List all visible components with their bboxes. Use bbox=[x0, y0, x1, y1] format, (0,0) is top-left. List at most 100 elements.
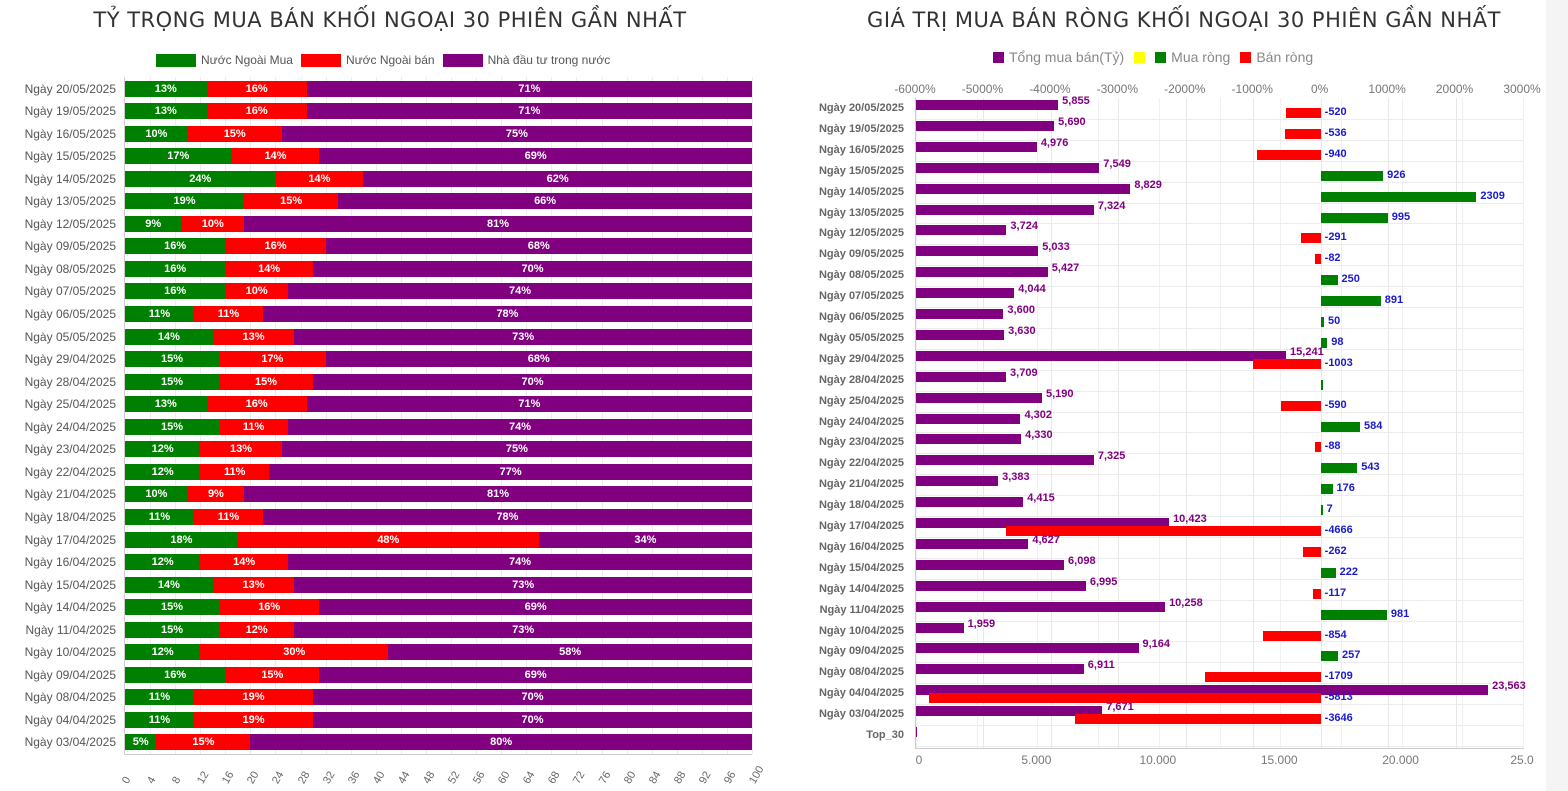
bar-segment-domestic[interactable]: 70% bbox=[313, 711, 752, 728]
bar-net-buy[interactable] bbox=[1320, 651, 1338, 662]
bar-total-value[interactable] bbox=[916, 288, 1015, 299]
bar-total-value[interactable] bbox=[916, 622, 964, 633]
bar-segment-foreign-buy[interactable]: 11% bbox=[125, 711, 194, 728]
bar-segment-domestic[interactable]: 34% bbox=[538, 531, 752, 548]
bar-net-sell[interactable] bbox=[1301, 233, 1321, 244]
bar-segment-foreign-buy[interactable]: 12% bbox=[125, 463, 201, 480]
bar-total-value[interactable] bbox=[916, 685, 1489, 696]
stacked-bar-row[interactable]: 13% 16% 71% bbox=[125, 396, 752, 413]
stacked-bar-row[interactable]: 16% 16% 68% bbox=[125, 238, 752, 255]
bar-segment-foreign-sell[interactable]: 10% bbox=[225, 283, 288, 300]
bar-segment-foreign-sell[interactable]: 16% bbox=[219, 599, 320, 616]
bar-segment-foreign-sell[interactable]: 9% bbox=[187, 486, 245, 503]
bar-segment-foreign-buy[interactable]: 18% bbox=[125, 531, 238, 548]
bar-segment-domestic[interactable]: 71% bbox=[306, 396, 752, 413]
bar-segment-foreign-sell[interactable]: 16% bbox=[206, 103, 307, 120]
stacked-bar-row[interactable]: 17% 14% 69% bbox=[125, 148, 752, 165]
bar-segment-domestic[interactable]: 77% bbox=[269, 463, 752, 480]
bar-net-sell[interactable] bbox=[1074, 714, 1321, 725]
stacked-bar-row[interactable]: 15% 11% 74% bbox=[125, 418, 752, 435]
bar-segment-foreign-buy[interactable]: 12% bbox=[125, 554, 201, 571]
bar-segment-foreign-sell[interactable]: 10% bbox=[181, 215, 245, 232]
bar-net-buy[interactable] bbox=[1320, 212, 1388, 223]
bar-segment-foreign-sell[interactable]: 13% bbox=[200, 441, 282, 458]
bar-segment-foreign-buy[interactable]: 24% bbox=[125, 170, 276, 187]
legend-item-foreign-sell[interactable]: Nước Ngoài bán bbox=[300, 53, 435, 67]
bar-segment-foreign-buy[interactable]: 15% bbox=[125, 351, 220, 368]
stacked-bar-row[interactable]: 14% 13% 73% bbox=[125, 576, 752, 593]
bar-segment-foreign-sell[interactable]: 15% bbox=[219, 373, 314, 390]
bar-segment-domestic[interactable]: 81% bbox=[244, 486, 752, 503]
bar-total-value[interactable] bbox=[916, 538, 1029, 549]
bar-segment-domestic[interactable]: 69% bbox=[319, 666, 752, 683]
bar-total-value[interactable] bbox=[916, 497, 1024, 508]
bar-segment-foreign-buy[interactable]: 15% bbox=[125, 599, 220, 616]
bar-segment-domestic[interactable]: 73% bbox=[294, 328, 752, 345]
bar-total-value[interactable] bbox=[916, 580, 1086, 591]
bar-segment-domestic[interactable]: 75% bbox=[281, 125, 752, 142]
bar-total-value[interactable] bbox=[916, 643, 1139, 654]
bar-total-value[interactable] bbox=[916, 664, 1084, 675]
bar-total-value[interactable] bbox=[916, 350, 1287, 361]
bar-segment-foreign-sell[interactable]: 11% bbox=[200, 463, 270, 480]
bar-net-sell[interactable] bbox=[1315, 254, 1321, 265]
bar-total-value[interactable] bbox=[916, 309, 1004, 319]
stacked-bar-row[interactable]: 16% 15% 69% bbox=[125, 666, 752, 683]
stacked-bar-row[interactable]: 10% 15% 75% bbox=[125, 125, 752, 142]
bar-segment-foreign-sell[interactable]: 11% bbox=[193, 306, 263, 322]
bar-segment-foreign-sell[interactable]: 11% bbox=[193, 508, 263, 525]
stacked-bar-row[interactable]: 11% 11% 78% bbox=[125, 508, 752, 525]
bar-segment-domestic[interactable]: 81% bbox=[244, 215, 752, 232]
bar-net-sell[interactable] bbox=[1284, 128, 1321, 139]
bar-segment-foreign-buy[interactable]: 5% bbox=[125, 734, 157, 751]
bar-segment-foreign-buy[interactable]: 15% bbox=[125, 621, 220, 638]
stacked-bar-row[interactable]: 16% 10% 74% bbox=[125, 283, 752, 300]
stacked-bar-row[interactable]: 12% 13% 75% bbox=[125, 441, 752, 458]
stacked-bar-row[interactable]: 16% 14% 70% bbox=[125, 260, 752, 277]
bar-segment-foreign-buy[interactable]: 9% bbox=[125, 215, 182, 232]
stacked-bar-row[interactable]: 15% 17% 68% bbox=[125, 351, 752, 368]
bar-segment-foreign-buy[interactable]: 16% bbox=[125, 283, 226, 300]
bar-segment-foreign-sell[interactable]: 15% bbox=[225, 666, 320, 683]
bar-segment-foreign-sell[interactable]: 17% bbox=[219, 351, 326, 368]
stacked-bar-row[interactable]: 15% 15% 70% bbox=[125, 373, 752, 390]
bar-segment-domestic[interactable]: 78% bbox=[262, 306, 752, 322]
bar-segment-foreign-buy[interactable]: 14% bbox=[125, 328, 213, 345]
stacked-bar-row[interactable]: 11% 19% 70% bbox=[125, 711, 752, 728]
bar-segment-foreign-buy[interactable]: 11% bbox=[125, 508, 194, 525]
bar-net-sell[interactable] bbox=[1312, 588, 1321, 599]
bar-total-value[interactable] bbox=[916, 476, 999, 487]
stacked-bar-row[interactable]: 9% 10% 81% bbox=[125, 215, 752, 232]
bar-segment-domestic[interactable]: 68% bbox=[325, 351, 752, 368]
bar-total-value[interactable] bbox=[916, 727, 917, 737]
bar-segment-foreign-buy[interactable]: 13% bbox=[125, 103, 207, 120]
bar-segment-domestic[interactable]: 74% bbox=[288, 554, 752, 571]
stacked-bar-row[interactable]: 13% 16% 71% bbox=[125, 103, 752, 120]
bar-segment-foreign-sell[interactable]: 15% bbox=[187, 125, 282, 142]
bar-segment-foreign-buy[interactable]: 17% bbox=[125, 148, 232, 165]
bar-segment-domestic[interactable]: 74% bbox=[288, 418, 752, 435]
stacked-bar-row[interactable]: 12% 30% 58% bbox=[125, 644, 752, 661]
bar-segment-domestic[interactable]: 62% bbox=[363, 170, 752, 187]
bar-total-value[interactable] bbox=[916, 204, 1094, 215]
bar-total-value[interactable] bbox=[916, 706, 1103, 717]
bar-total-value[interactable] bbox=[916, 518, 1170, 528]
bar-segment-foreign-buy[interactable]: 16% bbox=[125, 666, 226, 683]
bar-total-value[interactable] bbox=[916, 392, 1042, 403]
bar-segment-foreign-buy[interactable]: 12% bbox=[125, 441, 201, 458]
bar-segment-domestic[interactable]: 75% bbox=[281, 441, 752, 458]
bar-segment-domestic[interactable]: 70% bbox=[313, 689, 752, 706]
bar-total-value[interactable] bbox=[916, 601, 1166, 612]
bar-net-sell[interactable] bbox=[1257, 149, 1321, 160]
bar-segment-domestic[interactable]: 78% bbox=[262, 508, 752, 525]
bar-segment-foreign-sell[interactable]: 16% bbox=[225, 238, 326, 255]
legend-item-domestic[interactable]: Nhà đầu tư trong nước bbox=[442, 53, 610, 67]
bar-net-sell[interactable] bbox=[928, 693, 1321, 704]
bar-net-buy[interactable] bbox=[1320, 484, 1333, 495]
legend-item-net-sell[interactable]: Bán ròng bbox=[1240, 49, 1313, 65]
legend-item-yellow[interactable] bbox=[1134, 51, 1146, 63]
stacked-bar-row[interactable]: 10% 9% 81% bbox=[125, 486, 752, 503]
bar-segment-foreign-buy[interactable]: 11% bbox=[125, 689, 194, 706]
bar-segment-foreign-buy[interactable]: 15% bbox=[125, 373, 220, 390]
bar-segment-foreign-buy[interactable]: 13% bbox=[125, 80, 207, 97]
